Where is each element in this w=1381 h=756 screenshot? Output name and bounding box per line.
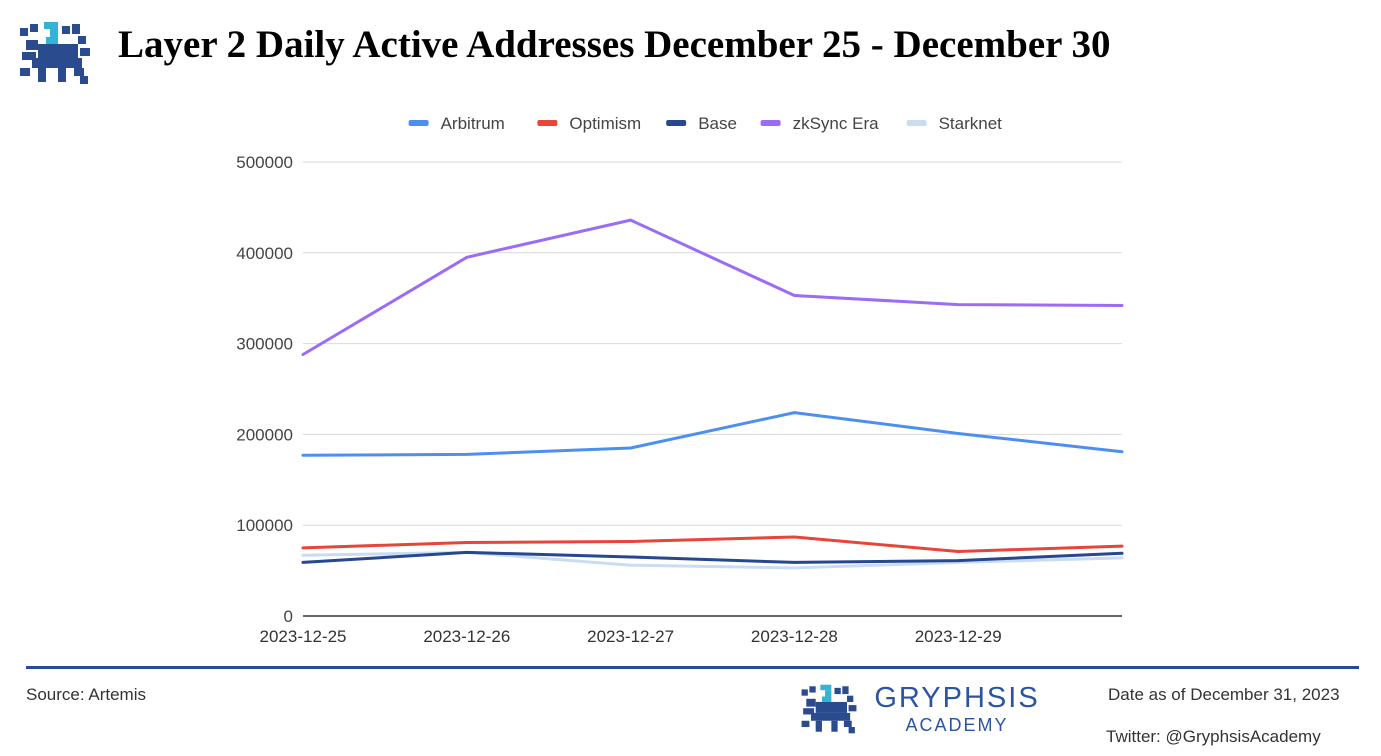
y-tick-label: 500000 (236, 153, 293, 172)
x-tick-label: 2023-12-29 (915, 627, 1002, 646)
legend-swatch (760, 120, 781, 126)
legend-swatch (906, 120, 927, 126)
legend-swatch (666, 120, 687, 126)
y-tick-label: 300000 (236, 335, 293, 354)
y-tick-label: 200000 (236, 425, 293, 444)
gryphsis-logo-icon (801, 684, 857, 734)
source-note: Source: Artemis (26, 685, 146, 704)
brand-name: GRYPHSIS (874, 682, 1040, 714)
series-line-optimism (301, 535, 1124, 553)
twitter-handle: Twitter: @GryphsisAcademy (1106, 727, 1321, 746)
line-chart: 0 100000 200000 300000 400000 500000 2023-12-2… (236, 114, 1124, 646)
footer-divider (26, 666, 1359, 669)
legend-label: Starknet (939, 114, 1003, 133)
series-line-zksync-era (301, 218, 1124, 356)
date-note: Date as of December 31, 2023 (1108, 685, 1340, 704)
legend-label: Base (698, 114, 737, 133)
legend-swatch (408, 120, 429, 126)
legend-label: zkSync Era (793, 114, 880, 133)
legend-label: Optimism (569, 114, 641, 133)
y-tick-label: 400000 (236, 244, 293, 263)
y-tick-label: 100000 (236, 516, 293, 535)
x-tick-label: 2023-12-26 (423, 627, 510, 646)
legend-label: Arbitrum (441, 114, 505, 133)
gryphsis-logo-icon (20, 22, 90, 84)
page-title: Layer 2 Daily Active Addresses December … (118, 23, 1111, 66)
x-tick-label: 2023-12-27 (587, 627, 674, 646)
legend-swatch (537, 120, 558, 126)
series-line-base (301, 550, 1124, 564)
brand-wordmark: GRYPHSIS ACADEMY (872, 682, 1042, 736)
y-tick-label: 0 (284, 607, 293, 626)
x-tick-label: 2023-12-28 (751, 627, 838, 646)
series-line-arbitrum (301, 411, 1124, 457)
x-tick-label: 2023-12-25 (260, 627, 347, 646)
brand-subtitle: ACADEMY (905, 715, 1009, 735)
